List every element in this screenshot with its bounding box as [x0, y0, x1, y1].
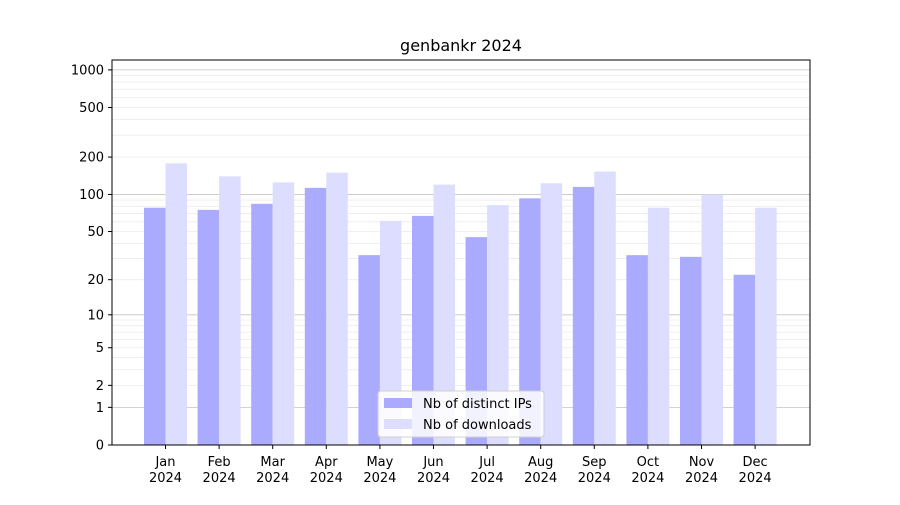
bar-downloads — [540, 183, 563, 446]
x-tick-label: Apr 2024 — [310, 455, 343, 486]
bar-downloads — [272, 182, 295, 445]
bar-distinct-ips — [680, 256, 702, 445]
bar-downloads — [647, 207, 670, 445]
x-tick-label: Dec 2024 — [739, 455, 772, 486]
bar-downloads — [487, 205, 509, 445]
y-tick-label: 2 — [96, 379, 104, 394]
y-tick-label: 0 — [96, 439, 104, 454]
y-tick-label: 500 — [79, 101, 104, 116]
chart-title: genbankr 2024 — [400, 36, 522, 55]
bar-distinct-ips — [304, 187, 327, 445]
y-tick-label: 100 — [79, 188, 104, 203]
plot-frame — [111, 59, 811, 446]
x-tick-label: Jul 2024 — [471, 455, 504, 486]
bar-downloads — [433, 184, 455, 445]
x-tick-label: Feb 2024 — [203, 455, 236, 486]
y-tick-label: 1 — [96, 401, 104, 416]
legend-label-downloads: Nb of downloads — [423, 418, 532, 433]
y-tick-label: 50 — [87, 225, 104, 240]
bar-downloads — [379, 220, 402, 445]
y-tick-label: 1000 — [71, 63, 104, 78]
bar-downloads — [701, 194, 723, 445]
bar-downloads — [165, 163, 187, 446]
legend-label-distinct-ips: Nb of distinct IPs — [423, 397, 532, 412]
bars — [144, 163, 777, 446]
y-tick-label: 5 — [96, 341, 104, 356]
bar-downloads — [594, 171, 616, 445]
x-tick-label: Sep 2024 — [578, 455, 611, 486]
bar-distinct-ips — [572, 186, 595, 445]
legend-swatch-distinct-ips — [384, 398, 412, 408]
x-tick-label: Jan 2024 — [149, 455, 182, 486]
bar-distinct-ips — [197, 209, 220, 445]
bar-distinct-ips — [358, 255, 380, 445]
bar-downloads — [755, 207, 777, 445]
legend-swatch-downloads — [384, 419, 412, 429]
x-tick-label: May 2024 — [363, 455, 396, 486]
bar-downloads — [326, 172, 348, 445]
x-tick-label: Jun 2024 — [417, 455, 450, 486]
x-tick-label: Aug 2024 — [524, 455, 557, 486]
y-tick-label: 20 — [87, 273, 104, 288]
x-tick-label: Nov 2024 — [685, 455, 718, 486]
bar-distinct-ips — [733, 274, 756, 445]
x-tick-label: Mar 2024 — [256, 455, 289, 486]
y-axis: 0 1 2 5 10 20 50 100 200 500 1000 — [71, 63, 112, 454]
bar-distinct-ips — [144, 207, 166, 445]
bar-distinct-ips — [251, 203, 273, 445]
x-axis: Jan 2024 Feb 2024 Mar 2024 Apr 2024 May 2024 Jun 20… — [149, 445, 772, 486]
bar-distinct-ips — [412, 215, 434, 445]
y-tick-label: 200 — [79, 151, 104, 166]
legend-box — [377, 390, 545, 438]
bar-distinct-ips — [626, 255, 648, 445]
x-tick-label: Oct 2024 — [631, 455, 664, 486]
legend: Nb of distinct IPs Nb of downloads — [377, 390, 545, 438]
y-tick-label: 10 — [87, 308, 104, 323]
bar-downloads — [219, 176, 241, 445]
bar-distinct-ips — [519, 198, 541, 445]
